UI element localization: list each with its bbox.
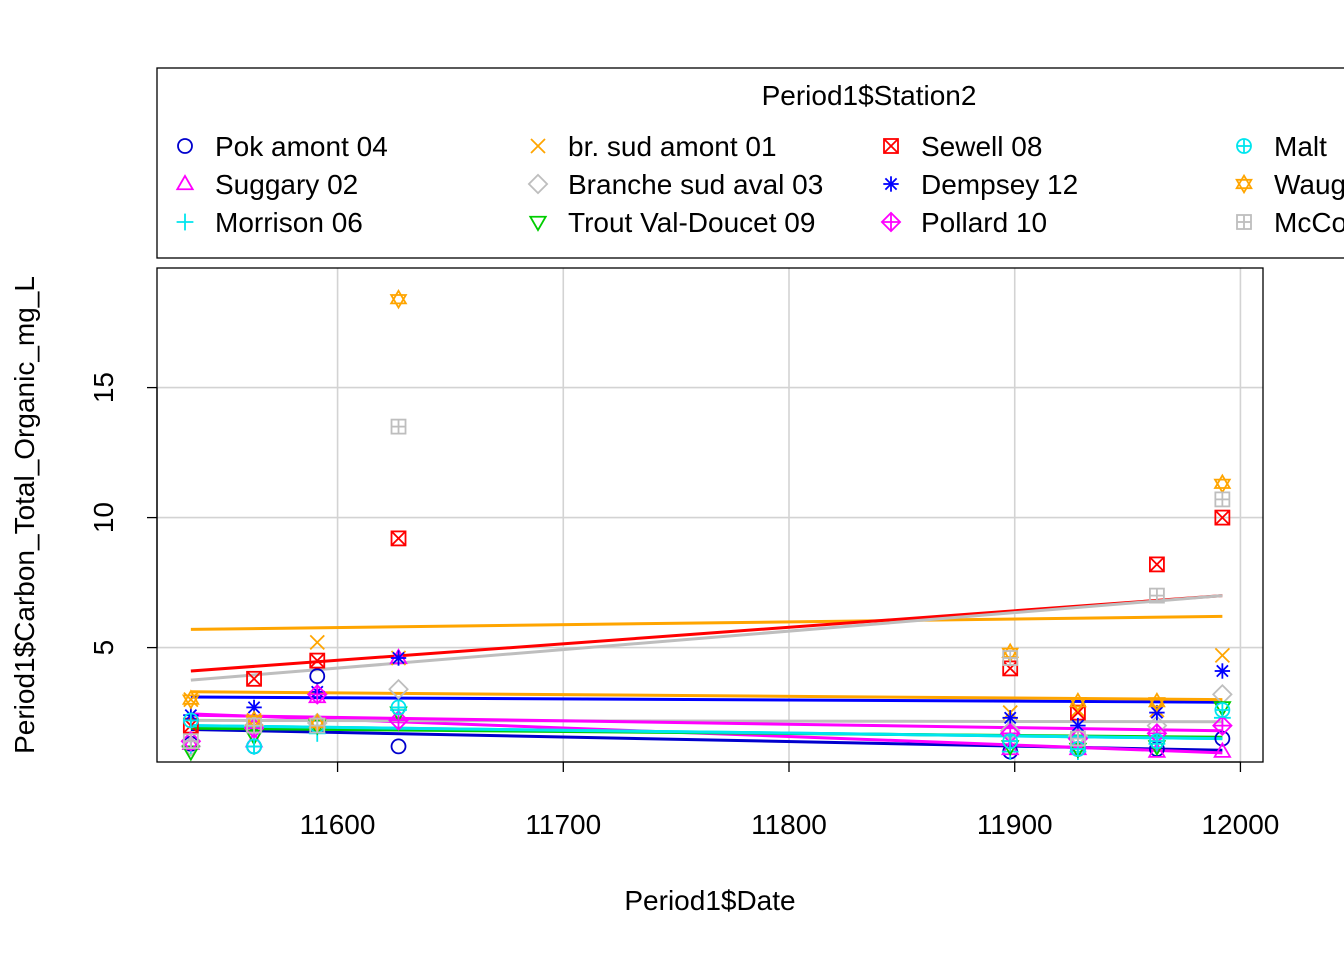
data-point bbox=[309, 668, 326, 685]
data-point bbox=[1149, 556, 1165, 573]
legend-symbol bbox=[883, 176, 899, 192]
data-point bbox=[181, 689, 200, 710]
legend-symbol bbox=[175, 174, 195, 191]
data-point bbox=[390, 418, 407, 435]
x-tick-label: 11700 bbox=[525, 809, 601, 840]
data-point bbox=[1214, 663, 1231, 679]
legend-label: Branche sud aval 03 bbox=[568, 169, 823, 200]
x-tick-label: 11800 bbox=[751, 809, 827, 840]
trend-line bbox=[190, 594, 1223, 682]
data-point bbox=[390, 650, 407, 666]
legend-symbol bbox=[528, 215, 548, 232]
trend-line bbox=[190, 713, 1223, 733]
data-point bbox=[1068, 692, 1087, 713]
data-point bbox=[246, 670, 262, 687]
legend-label: Pok amont 04 bbox=[215, 131, 388, 162]
plot-frame bbox=[156, 267, 1264, 763]
data-point bbox=[1149, 587, 1165, 604]
legend-symbol bbox=[527, 173, 549, 195]
y-tick-label: 15 bbox=[88, 372, 119, 403]
legend-box bbox=[156, 67, 1344, 259]
data-point bbox=[1002, 710, 1018, 726]
data-point bbox=[1214, 509, 1231, 526]
legend-symbol bbox=[1236, 214, 1252, 230]
data-point bbox=[390, 699, 407, 716]
legend-title: Period1$Station2 bbox=[762, 80, 977, 111]
data-point bbox=[182, 712, 199, 729]
legend-symbol bbox=[883, 138, 899, 154]
legend-symbol bbox=[1236, 138, 1252, 154]
data-point bbox=[1214, 647, 1231, 664]
legend-label: Morrison 06 bbox=[215, 207, 363, 238]
legend-label: Waug bbox=[1274, 169, 1344, 200]
y-tick-label: 5 bbox=[88, 640, 119, 656]
trend-lines bbox=[190, 594, 1223, 755]
data-point bbox=[309, 634, 325, 651]
legend-symbol bbox=[880, 211, 902, 233]
data-point bbox=[182, 733, 199, 750]
data-point bbox=[306, 684, 328, 705]
data-point bbox=[309, 717, 326, 734]
trend-line bbox=[190, 724, 1223, 741]
data-point bbox=[390, 530, 407, 547]
legend-label: Trout Val-Doucet 09 bbox=[568, 207, 815, 238]
legend-label: Suggary 02 bbox=[215, 169, 358, 200]
legend-entries: Pok amont 04 Suggary 02 Morrison 06 br. sud… bbox=[175, 131, 1344, 238]
data-point bbox=[1211, 715, 1233, 736]
data-point bbox=[1070, 704, 1086, 721]
legend-label: McCo bbox=[1274, 207, 1344, 238]
x-tick-label: 11900 bbox=[977, 809, 1053, 840]
legend-label: Sewell 08 bbox=[921, 131, 1042, 162]
data-point bbox=[1213, 473, 1232, 494]
data-points bbox=[180, 289, 1233, 762]
trend-line bbox=[190, 695, 1223, 704]
data-point bbox=[1002, 650, 1019, 666]
data-point bbox=[1070, 730, 1086, 747]
y-axis-label: Period1$Carbon_Total_Organic_mg_L bbox=[9, 276, 40, 754]
data-point bbox=[1214, 702, 1231, 718]
grid bbox=[157, 268, 1263, 762]
legend-label: Malt bbox=[1274, 131, 1327, 162]
data-point bbox=[1147, 741, 1167, 758]
legend-label: br. sud amont 01 bbox=[568, 131, 777, 162]
y-axis: 5 10 15 bbox=[88, 372, 158, 656]
data-point bbox=[389, 289, 408, 310]
data-point bbox=[1213, 741, 1232, 758]
trend-line bbox=[190, 614, 1223, 631]
data-point bbox=[246, 717, 262, 734]
data-point bbox=[390, 738, 407, 755]
legend-symbol bbox=[530, 138, 546, 154]
y-tick-label: 10 bbox=[88, 502, 119, 533]
x-tick-label: 12000 bbox=[1201, 809, 1279, 840]
data-point bbox=[246, 738, 262, 755]
data-point bbox=[1002, 733, 1019, 750]
trend-line bbox=[190, 594, 1223, 673]
x-tick-label: 11600 bbox=[300, 809, 376, 840]
x-axis-label: Period1$Date bbox=[624, 885, 795, 916]
data-point bbox=[1149, 704, 1165, 721]
data-point bbox=[388, 678, 409, 700]
data-point bbox=[1149, 733, 1165, 750]
data-point bbox=[309, 652, 326, 669]
legend-symbol bbox=[177, 138, 193, 154]
legend-label: Dempsey 12 bbox=[921, 169, 1078, 200]
legend-label: Pollard 10 bbox=[921, 207, 1047, 238]
trend-line bbox=[190, 690, 1223, 702]
legend-symbol bbox=[1235, 173, 1253, 195]
data-point bbox=[1147, 692, 1166, 713]
x-axis: 11600 11700 11800 11900 12000 bbox=[300, 761, 1279, 840]
data-point bbox=[1214, 491, 1231, 508]
legend-symbol bbox=[176, 213, 194, 231]
trend-line bbox=[190, 718, 1223, 724]
